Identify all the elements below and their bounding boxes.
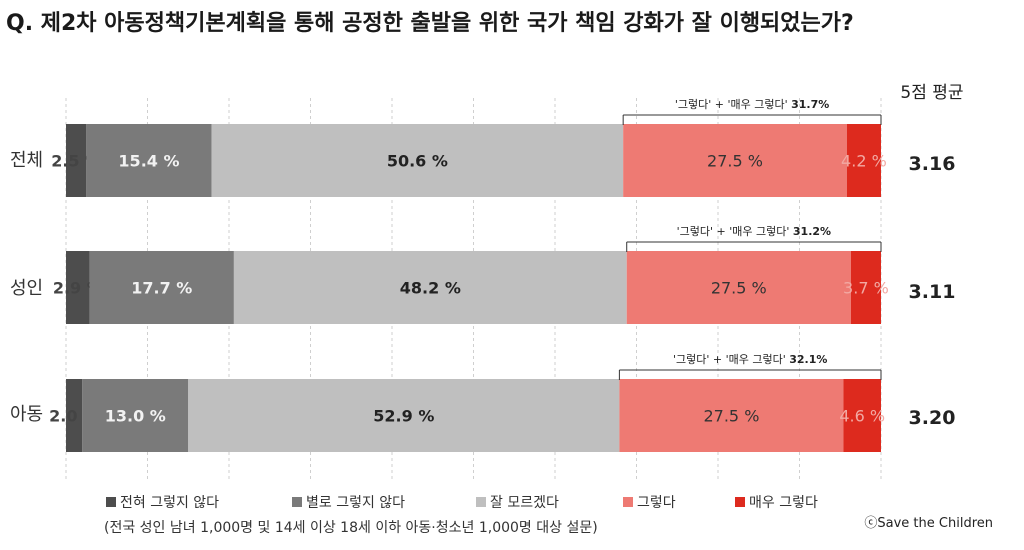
legend-swatch xyxy=(476,497,486,507)
average-value: 3.16 xyxy=(909,153,956,175)
annotation-label: '그렇다' + '매우 그렇다' 31.2% xyxy=(677,225,831,238)
legend-label: 별로 그렇지 않다 xyxy=(306,495,405,511)
bar-segment xyxy=(66,251,90,324)
bar-segment xyxy=(233,251,627,324)
legend-label: 전혀 그렇지 않다 xyxy=(120,495,219,511)
data-label: 13.0 % xyxy=(105,407,166,426)
chart-title: Q. 제2차 아동정책기본계획을 통해 공정한 출발을 위한 국가 책임 강화가… xyxy=(6,11,854,36)
annotation-label: '그렇다' + '매우 그렇다' 32.1% xyxy=(673,353,827,366)
bar-segment xyxy=(850,251,881,324)
legend-swatch xyxy=(735,497,745,507)
bars-layer: 2.5 % 15.4 % 50.6 % 27.5 % 4.2 %2.9 % 17.7 % 4… xyxy=(49,124,889,452)
legend-label: 매우 그렇다 xyxy=(749,495,818,511)
bar-segment xyxy=(843,379,881,452)
data-label: 27.5 % xyxy=(703,407,759,426)
legend-label: 그렇다 xyxy=(637,495,676,511)
legend-swatch xyxy=(292,497,302,507)
legend-swatch xyxy=(106,497,116,507)
bar-segment xyxy=(619,379,844,452)
data-label: 48.2 % xyxy=(400,279,461,298)
data-label: 27.5 % xyxy=(707,152,763,171)
footnote: (전국 성인 남녀 1,000명 및 14세 이상 18세 이하 아동·청소년 … xyxy=(104,520,598,536)
bar-segment xyxy=(623,124,847,197)
bar-segment xyxy=(211,124,624,197)
data-label: 50.6 % xyxy=(387,152,448,171)
bar-segment xyxy=(82,379,189,452)
bar-segment xyxy=(66,124,87,197)
data-label: 15.4 % xyxy=(118,152,179,171)
average-header: 5점 평균 xyxy=(900,83,963,103)
bar-segment xyxy=(626,251,851,324)
bar-segment xyxy=(89,251,234,324)
data-label: 4.6 % xyxy=(839,407,885,426)
bar-segment xyxy=(86,124,212,197)
annotations-layer: '그렇다' + '매우 그렇다' 31.7% '그렇다' + '매우 그렇다' 3… xyxy=(618,98,882,380)
bar-segment xyxy=(188,379,620,452)
average-values: 3.16 3.11 3.20 xyxy=(909,153,956,429)
category-label: 아동 xyxy=(10,404,43,425)
average-value: 3.20 xyxy=(909,407,956,429)
legend-swatch xyxy=(623,497,633,507)
data-label: 17.7 % xyxy=(131,279,192,298)
credit: ⓒSave the Children xyxy=(864,516,993,531)
legend: 전혀 그렇지 않다 별로 그렇지 않다 잘 모르겠다 그렇다 매우 그렇다 xyxy=(106,495,818,511)
data-label: 52.9 % xyxy=(373,407,434,426)
data-label: 4.2 % xyxy=(841,152,887,171)
category-label: 성인 xyxy=(10,278,43,299)
category-label: 전체 xyxy=(10,150,43,171)
average-value: 3.11 xyxy=(909,281,956,303)
legend-label: 잘 모르겠다 xyxy=(490,495,559,511)
bar-segment xyxy=(66,379,83,452)
annotation-label: '그렇다' + '매우 그렇다' 31.7% xyxy=(675,98,829,111)
bar-segment xyxy=(846,124,881,197)
data-label: 3.7 % xyxy=(843,279,889,298)
data-label: 27.5 % xyxy=(711,279,767,298)
